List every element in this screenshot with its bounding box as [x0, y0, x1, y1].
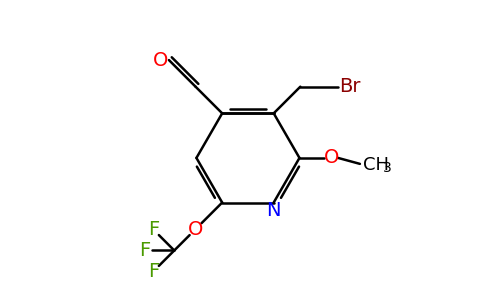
Text: F: F	[148, 262, 159, 281]
Text: F: F	[139, 241, 150, 260]
Text: O: O	[153, 51, 169, 70]
Text: F: F	[148, 220, 159, 239]
Text: Br: Br	[339, 77, 361, 96]
Text: O: O	[323, 148, 339, 167]
Text: O: O	[188, 220, 203, 239]
Text: 3: 3	[383, 161, 392, 175]
Text: CH: CH	[363, 156, 389, 174]
Text: N: N	[267, 201, 281, 220]
